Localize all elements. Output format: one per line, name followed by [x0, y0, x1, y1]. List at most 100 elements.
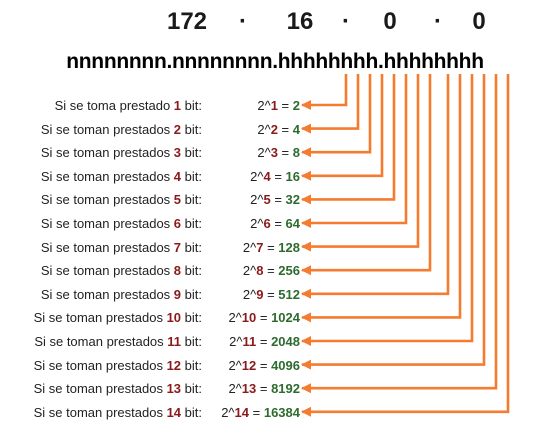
- list-item: Si se toman prestados 13 bit: 2^13 = 8192: [0, 379, 550, 399]
- formula-equals: =: [256, 358, 271, 373]
- list-item: Si se toman prestados 4 bit: 2^4 = 16: [0, 167, 550, 187]
- list-item: Si se toman prestados 11 bit: 2^11 = 2048: [0, 332, 550, 352]
- subnet-count: 256: [278, 263, 300, 278]
- label-suffix: bit:: [181, 169, 202, 184]
- power-formula: 2^3 = 8: [257, 145, 300, 160]
- borrowed-bits-label: Si se toman prestados 4 bit:: [41, 169, 202, 184]
- list-item: Si se toman prestados 9 bit: 2^9 = 512: [0, 285, 550, 305]
- label-suffix: bit:: [181, 358, 202, 373]
- bit-count: 13: [167, 381, 181, 396]
- label-prefix: Si se toman prestados: [41, 240, 174, 255]
- formula-base: 2^: [250, 216, 263, 231]
- bit-count: 14: [167, 405, 181, 420]
- label-suffix: bit:: [181, 98, 202, 113]
- list-item: Si se toma prestado 1 bit: 2^1 = 2: [0, 96, 550, 116]
- formula-exponent: 14: [235, 405, 249, 420]
- label-prefix: Si se toman prestados: [41, 145, 174, 160]
- power-formula: 2^12 = 4096: [228, 358, 300, 373]
- bit-count: 8: [174, 263, 181, 278]
- borrowed-bits-label: Si se toman prestados 3 bit:: [41, 145, 202, 160]
- borrowed-bits-label: Si se toman prestados 5 bit:: [41, 192, 202, 207]
- formula-base: 2^: [228, 358, 241, 373]
- power-formula: 2^11 = 2048: [229, 334, 300, 349]
- bit-count: 12: [167, 358, 181, 373]
- power-formula: 2^4 = 16: [250, 169, 300, 184]
- formula-exponent: 2: [271, 122, 278, 137]
- formula-equals: =: [278, 98, 293, 113]
- label-suffix: bit:: [181, 145, 202, 160]
- list-item: Si se toman prestados 3 bit: 2^3 = 8: [0, 143, 550, 163]
- label-suffix: bit:: [181, 263, 202, 278]
- formula-base: 2^: [229, 334, 242, 349]
- label-prefix: Si se toman prestados: [34, 405, 167, 420]
- formula-equals: =: [256, 381, 271, 396]
- label-prefix: Si se toman prestados: [41, 287, 174, 302]
- label-suffix: bit:: [181, 216, 202, 231]
- subnet-count: 16: [286, 169, 300, 184]
- power-formula: 2^10 = 1024: [228, 310, 300, 325]
- label-prefix: Si se toman prestados: [34, 358, 167, 373]
- bit-count: 9: [174, 287, 181, 302]
- formula-exponent: 13: [242, 381, 256, 396]
- label-prefix: Si se toman prestados: [41, 192, 174, 207]
- label-suffix: bit:: [181, 240, 202, 255]
- borrowed-bits-label: Si se toman prestados 6 bit:: [41, 216, 202, 231]
- formula-exponent: 5: [263, 192, 270, 207]
- label-prefix: Si se toman prestados: [41, 216, 174, 231]
- label-suffix: bit:: [181, 381, 202, 396]
- formula-base: 2^: [221, 405, 234, 420]
- power-formula: 2^9 = 512: [243, 287, 300, 302]
- subnet-count: 32: [286, 192, 300, 207]
- label-prefix: Si se toma prestado: [55, 98, 174, 113]
- subnet-count: 2048: [271, 334, 300, 349]
- formula-base: 2^: [257, 145, 270, 160]
- label-suffix: bit:: [181, 334, 202, 349]
- power-formula: 2^8 = 256: [243, 263, 300, 278]
- list-item: Si se toman prestados 7 bit: 2^7 = 128: [0, 238, 550, 258]
- subnet-count: 8192: [271, 381, 300, 396]
- formula-base: 2^: [228, 381, 241, 396]
- label-prefix: Si se toman prestados: [41, 169, 174, 184]
- subnet-count: 128: [278, 240, 300, 255]
- list-item: Si se toman prestados 2 bit: 2^2 = 4: [0, 120, 550, 140]
- label-prefix: Si se toman prestados: [34, 381, 167, 396]
- power-formula: 2^1 = 2: [257, 98, 300, 113]
- formula-exponent: 12: [242, 358, 256, 373]
- borrowed-bits-label: Si se toman prestados 12 bit:: [34, 358, 202, 373]
- bit-count: 7: [174, 240, 181, 255]
- borrowed-bits-label: Si se toman prestados 8 bit:: [41, 263, 202, 278]
- borrowed-bits-label: Si se toman prestados 13 bit:: [34, 381, 202, 396]
- borrowed-bits-label: Si se toman prestados 9 bit:: [41, 287, 202, 302]
- list-item: Si se toman prestados 12 bit: 2^12 = 4096: [0, 356, 550, 376]
- bit-count: 1: [174, 98, 181, 113]
- formula-equals: =: [263, 240, 278, 255]
- formula-equals: =: [271, 169, 286, 184]
- list-item: Si se toman prestados 8 bit: 2^8 = 256: [0, 261, 550, 281]
- label-prefix: Si se toman prestados: [41, 263, 174, 278]
- bit-count: 2: [174, 122, 181, 137]
- power-formula: 2^14 = 16384: [221, 405, 300, 420]
- label-prefix: Si se toman prestados: [34, 310, 167, 325]
- bit-count: 11: [167, 334, 181, 349]
- bit-count: 3: [174, 145, 181, 160]
- subnet-count: 2: [293, 98, 300, 113]
- bit-count: 5: [174, 192, 181, 207]
- borrowed-bits-label: Si se toman prestados 7 bit:: [41, 240, 202, 255]
- formula-base: 2^: [257, 98, 270, 113]
- bit-count: 6: [174, 216, 181, 231]
- formula-exponent: 3: [271, 145, 278, 160]
- power-formula: 2^13 = 8192: [228, 381, 300, 396]
- formula-base: 2^: [243, 287, 256, 302]
- label-prefix: Si se toman prestados: [34, 334, 167, 349]
- power-formula: 2^5 = 32: [250, 192, 300, 207]
- subnet-count: 16384: [264, 405, 300, 420]
- label-prefix: Si se toman prestados: [41, 122, 174, 137]
- formula-equals: =: [256, 334, 271, 349]
- list-item: Si se toman prestados 14 bit: 2^14 = 1638…: [0, 403, 550, 423]
- formula-equals: =: [278, 145, 293, 160]
- label-suffix: bit:: [181, 192, 202, 207]
- formula-equals: =: [249, 405, 264, 420]
- power-formula: 2^6 = 64: [250, 216, 300, 231]
